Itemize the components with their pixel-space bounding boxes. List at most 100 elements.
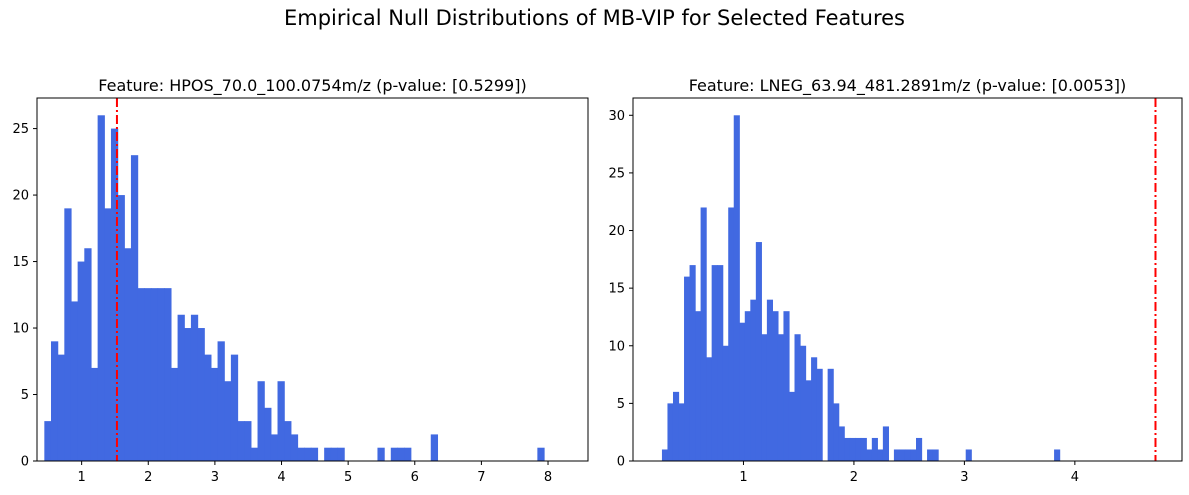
histogram-bar [377, 447, 385, 461]
histogram-bar [184, 328, 192, 461]
y-tick-label: 30 [608, 109, 625, 124]
histogram-bar [877, 449, 884, 461]
histogram-bar [244, 421, 252, 461]
x-tick-label: 1 [77, 470, 85, 485]
histogram-bar [97, 115, 105, 461]
histogram-bar [684, 276, 691, 461]
histogram-bar [766, 299, 773, 461]
histogram-bar [916, 437, 923, 461]
y-tick-label: 0 [21, 455, 29, 470]
histogram-bar [404, 447, 412, 461]
histogram-bar [310, 447, 319, 461]
histogram-bar [537, 447, 545, 461]
histogram-bar [144, 288, 152, 461]
histogram-bar [284, 421, 292, 461]
histogram-bar [64, 208, 72, 461]
histogram-bar [910, 449, 917, 461]
x-tick-label: 5 [344, 470, 352, 485]
y-tick-label: 5 [21, 388, 29, 403]
y-tick-label: 5 [617, 397, 625, 412]
y-tick-label: 10 [12, 322, 29, 337]
x-tick-label: 1 [739, 470, 747, 485]
histogram-bar [210, 367, 219, 461]
histogram-bar [744, 311, 751, 461]
histogram-bar [893, 449, 901, 461]
x-tick-label: 6 [411, 470, 419, 485]
histogram-bar [277, 381, 285, 461]
histogram-bar [722, 345, 729, 461]
histogram-bar [170, 367, 179, 461]
histogram-bar [811, 357, 818, 461]
histogram-bar [739, 322, 746, 461]
histogram-bar [838, 426, 845, 461]
histogram-bar [750, 299, 757, 461]
y-tick-label: 20 [12, 189, 29, 204]
histogram-bar [733, 115, 740, 461]
chart-title: Feature: HPOS_70.0_100.0754m/z (p-value:… [98, 76, 526, 96]
histogram-bar [164, 288, 172, 461]
histogram-bar [777, 334, 785, 461]
histogram-bar [337, 447, 345, 461]
histogram-bar [695, 311, 702, 461]
histogram-bar [711, 265, 718, 461]
histogram-bar [150, 288, 159, 461]
histogram-bar [800, 345, 807, 461]
x-tick-label: 4 [1071, 470, 1079, 485]
histogram-bar [899, 449, 906, 461]
plot-frame [36, 97, 589, 462]
histogram-bar [904, 449, 912, 461]
histogram-bar [390, 447, 399, 461]
histogram-bar [230, 354, 239, 461]
histogram-bar [661, 449, 669, 461]
histogram-bar [728, 207, 735, 461]
x-tick-label: 8 [544, 470, 552, 485]
x-tick-label: 4 [277, 470, 285, 485]
histogram-bar [788, 391, 796, 461]
histogram-bar [700, 207, 707, 461]
histogram-bar [110, 128, 119, 461]
histogram-bar [77, 261, 85, 461]
histogram-bar [882, 426, 889, 461]
histogram-bar [755, 242, 762, 461]
histogram-bar [297, 447, 305, 461]
histogram-bar [130, 155, 139, 461]
histogram-bar [866, 449, 873, 461]
chart-title: Feature: LNEG_63.94_481.2891m/z (p-value… [689, 76, 1127, 96]
histogram-bar [104, 208, 112, 461]
histogram-bar [330, 447, 339, 461]
histogram-bar [827, 368, 834, 461]
histogram-bar [667, 403, 674, 461]
histogram-bar [833, 403, 840, 461]
histogram-bar [90, 367, 99, 461]
histogram-bar [678, 403, 685, 461]
histogram-bar [1054, 449, 1061, 461]
histogram-bar [250, 447, 259, 461]
histogram-bar [197, 328, 205, 461]
x-tick-label: 2 [850, 470, 858, 485]
histogram-bar [304, 447, 312, 461]
x-tick-label: 2 [144, 470, 152, 485]
histogram-bar [430, 434, 439, 461]
histogram-bar [397, 447, 405, 461]
histogram-bar [706, 357, 713, 461]
histogram-bar [965, 449, 972, 461]
x-tick-label: 3 [211, 470, 219, 485]
histogram-bar [70, 301, 79, 461]
histogram-bar [805, 380, 812, 461]
histogram-bar [177, 314, 185, 461]
histogram-bar [290, 434, 299, 461]
plot-frame [632, 97, 1183, 462]
histogram-bar [772, 311, 779, 461]
histogram-bar [717, 265, 724, 461]
histogram-bar [270, 434, 279, 461]
histogram-bar [689, 265, 696, 461]
histogram-bar [57, 354, 65, 461]
y-tick-label: 15 [608, 282, 625, 297]
histogram-bar [44, 421, 52, 461]
histogram-bar [204, 354, 212, 461]
histogram-bar [257, 381, 265, 461]
histogram-bar [157, 288, 165, 461]
histogram-bar [50, 341, 59, 461]
